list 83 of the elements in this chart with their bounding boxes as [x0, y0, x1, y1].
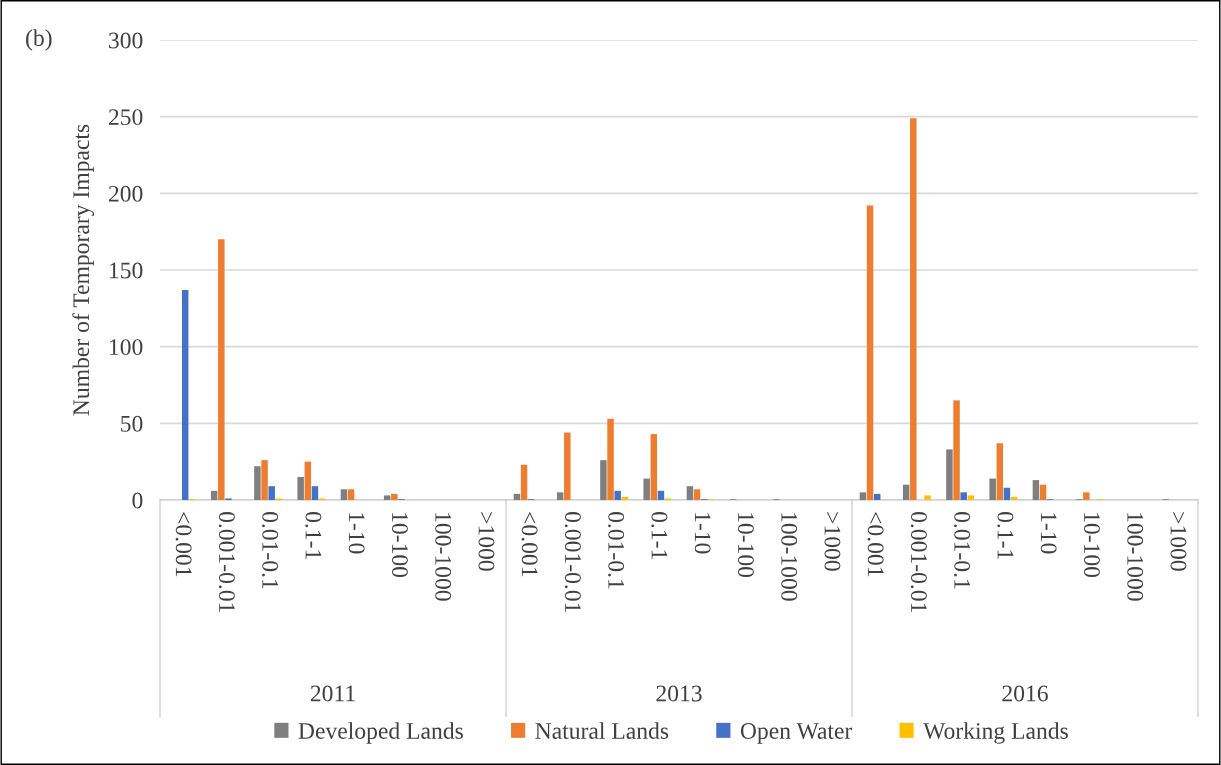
bar [614, 490, 621, 500]
bar [520, 464, 528, 500]
x-tick-label: >1000 [478, 512, 495, 571]
y-tick-label: 150 [109, 262, 143, 279]
bar [261, 460, 268, 500]
bar [564, 432, 571, 500]
bar [693, 489, 701, 500]
bar [902, 484, 910, 500]
bar [910, 118, 917, 500]
bar [643, 478, 650, 500]
text: 2016 [1002, 685, 1048, 702]
x-tick-label: 1-10 [1040, 513, 1057, 554]
bar [1039, 484, 1047, 500]
x-tick-label: 10-100 [1083, 513, 1100, 578]
bar [347, 489, 355, 500]
y-tick-label: 50 [121, 415, 143, 432]
legend-label: Working Lands [923, 722, 1068, 744]
x-tick-label: >1000 [1170, 512, 1187, 571]
bar [657, 490, 665, 500]
bar [859, 492, 867, 500]
x-tick-label: 1-10 [694, 513, 711, 554]
bar [1003, 487, 1011, 500]
text: 2011 [310, 685, 355, 702]
x-tick-label: 0.001-0.01 [218, 512, 235, 612]
bar [1083, 492, 1090, 500]
x-tick-label: 10-100 [737, 513, 754, 578]
bar [1032, 480, 1040, 500]
bar [621, 496, 629, 500]
bar [866, 205, 874, 500]
bar [340, 489, 348, 500]
x-tick-label: 0.001-0.01 [910, 512, 927, 612]
x-tick-label: 10-100 [391, 513, 408, 578]
bar [967, 495, 975, 500]
bar [946, 449, 953, 500]
bar [218, 239, 225, 500]
x-tick-label: 0.01-0.1 [954, 512, 971, 589]
y-tick-label: 300 [109, 32, 143, 49]
bar [650, 434, 658, 500]
x-tick-label: 0.01-0.1 [608, 512, 625, 589]
bar [391, 493, 398, 500]
x-tick-label: 0.001-0.01 [564, 512, 581, 612]
bar [311, 486, 319, 500]
bar [556, 492, 564, 500]
x-tick-label: 100-1000 [781, 513, 798, 601]
bar [383, 495, 391, 500]
x-tick-label: 100-1000 [435, 513, 452, 601]
bar [873, 493, 881, 500]
bar [268, 486, 275, 500]
bar [953, 400, 960, 500]
x-tick-label: 0.01-0.1 [262, 512, 279, 589]
y-axis-title: Number of Temporary Impacts [72, 124, 95, 416]
bar [210, 490, 218, 500]
bar [607, 418, 614, 500]
x-tick-label: 1-10 [348, 513, 365, 554]
bar [181, 289, 189, 500]
bar [996, 443, 1004, 500]
bar [989, 478, 996, 500]
bar [254, 466, 261, 500]
text: 2013 [656, 685, 702, 702]
x-tick-label: 100-1000 [1127, 513, 1144, 601]
bar [304, 461, 312, 500]
legend-label: Open Water [740, 723, 853, 744]
bar [600, 460, 607, 500]
bar [297, 477, 304, 500]
y-tick-label: 0 [132, 492, 143, 509]
x-tick-label: 0.1-1 [305, 512, 322, 559]
legend-label: Natural Lands [535, 722, 669, 739]
bar [924, 495, 931, 500]
legend-label: Developed Lands [298, 722, 463, 744]
y-tick-label: 100 [109, 339, 143, 356]
x-tick-label: 0.1-1 [997, 512, 1014, 559]
bar [960, 492, 967, 500]
bar [686, 486, 694, 500]
x-tick-label: <0.001 [867, 512, 884, 577]
x-tick-label: <0.001 [175, 512, 192, 577]
x-tick-label: >1000 [824, 512, 841, 571]
x-tick-label: <0.001 [521, 512, 538, 577]
bar [513, 493, 521, 500]
chart-title: (b) [26, 29, 52, 51]
y-tick-label: 250 [108, 109, 143, 126]
x-tick-label: 0.1-1 [651, 512, 668, 559]
y-tick-label: 200 [108, 185, 143, 202]
bar [1010, 496, 1018, 500]
